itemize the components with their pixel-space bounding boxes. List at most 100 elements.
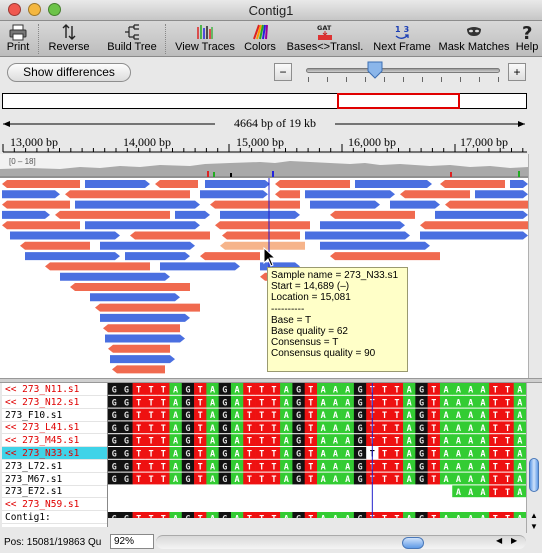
reverse-read-arrow[interactable] xyxy=(445,200,528,209)
contig-overview-bar[interactable] xyxy=(2,93,527,109)
reads-scrollbar[interactable] xyxy=(528,154,542,378)
read-name-item[interactable]: 273_L72.s1 xyxy=(2,460,107,473)
reverse-read-arrow[interactable] xyxy=(400,190,470,199)
reverse-read-arrow[interactable] xyxy=(45,262,150,271)
forward-read-arrow[interactable] xyxy=(125,252,190,261)
mask-matches-button[interactable]: Mask Matches xyxy=(438,21,510,57)
forward-read-arrow[interactable] xyxy=(420,231,528,240)
forward-read-arrow[interactable] xyxy=(355,180,432,188)
reverse-read-arrow[interactable] xyxy=(65,190,190,199)
forward-read-arrow[interactable] xyxy=(85,180,150,188)
forward-read-arrow[interactable] xyxy=(160,262,240,271)
forward-read-arrow[interactable] xyxy=(100,241,195,250)
alignment-horizontal-scrollbar[interactable]: ◀ ▶ xyxy=(156,535,526,549)
reverse-button[interactable]: Reverse xyxy=(44,21,94,57)
colors-button[interactable]: Colors xyxy=(240,21,280,57)
reverse-read-arrow[interactable] xyxy=(330,210,415,219)
overview-visible-region[interactable] xyxy=(337,93,460,109)
reverse-read-arrow[interactable] xyxy=(420,221,528,230)
print-button[interactable]: Print xyxy=(3,21,33,57)
forward-read-arrow[interactable] xyxy=(305,190,395,199)
forward-read-arrow[interactable] xyxy=(60,272,170,281)
read-name-item[interactable]: << 273_N33.s1 xyxy=(2,447,107,460)
close-window-button[interactable] xyxy=(8,3,21,16)
reverse-read-arrow[interactable] xyxy=(210,200,300,209)
reverse-read-arrow[interactable] xyxy=(330,252,440,261)
bases-translation-button[interactable]: GAT Bases<>Transl. xyxy=(286,24,364,53)
scroll-up-arrow-icon[interactable]: ▲ xyxy=(530,511,538,520)
forward-read-arrow[interactable] xyxy=(220,210,300,219)
reverse-read-arrow[interactable] xyxy=(108,344,170,353)
reverse-read-arrow[interactable] xyxy=(440,180,505,188)
read-name-item[interactable]: << 273_N11.s1 xyxy=(2,383,107,396)
forward-read-arrow[interactable] xyxy=(305,231,410,240)
reverse-read-arrow[interactable] xyxy=(155,180,198,188)
reverse-read-arrow[interactable] xyxy=(112,365,165,374)
reverse-read-arrow[interactable] xyxy=(130,231,210,240)
forward-read-arrow[interactable] xyxy=(105,334,185,343)
forward-read-arrow[interactable] xyxy=(390,200,440,209)
scroll-down-arrow-icon[interactable]: ▼ xyxy=(530,522,538,531)
forward-read-arrow[interactable] xyxy=(205,180,270,188)
alignment-vertical-scrollbar[interactable]: ▲ ▼ xyxy=(526,383,542,533)
forward-read-arrow[interactable] xyxy=(25,252,120,261)
read-name-item[interactable]: << 273_N12.s1 xyxy=(2,396,107,409)
zoom-percent-field[interactable]: 92% xyxy=(110,534,154,549)
forward-read-arrow[interactable] xyxy=(100,313,190,322)
minimize-window-button[interactable] xyxy=(28,3,41,16)
sequence-alignment-view[interactable]: GGTTTAGTAGATTTAGTAAAGTTTAGTAAAATTAGGTTTA… xyxy=(108,383,526,518)
consensus-base-cell xyxy=(304,512,318,518)
reverse-read-arrow[interactable] xyxy=(275,180,350,188)
reads-overview-panel[interactable] xyxy=(0,178,528,378)
reverse-read-arrow[interactable] xyxy=(222,231,300,240)
pane-splitter[interactable] xyxy=(0,378,542,383)
forward-read-arrow[interactable] xyxy=(320,241,430,250)
reverse-read-arrow[interactable] xyxy=(2,221,80,230)
forward-read-arrow[interactable] xyxy=(320,221,405,230)
reverse-read-arrow[interactable] xyxy=(20,241,90,250)
read-name-item[interactable]: 273_M67.s1 xyxy=(2,473,107,486)
reverse-read-arrow[interactable] xyxy=(2,180,80,188)
reverse-read-arrow[interactable] xyxy=(215,221,310,230)
scroll-right-arrow-icon[interactable]: ▶ xyxy=(511,536,518,545)
zoom-in-button[interactable]: + xyxy=(508,63,526,81)
build-tree-button[interactable]: Build Tree xyxy=(104,21,160,57)
next-frame-button[interactable]: 1 3 Next Frame xyxy=(373,25,431,53)
vertical-scroll-thumb[interactable] xyxy=(529,458,539,492)
reverse-read-arrow[interactable] xyxy=(220,241,305,250)
read-name-item[interactable]: << 273_L41.s1 xyxy=(2,421,107,435)
show-differences-button[interactable]: Show differences xyxy=(7,63,131,82)
read-name-item[interactable]: 273_F10.s1 xyxy=(2,409,107,422)
zoom-slider-thumb[interactable] xyxy=(367,61,383,79)
reverse-read-arrow[interactable] xyxy=(95,303,200,312)
reverse-read-arrow[interactable] xyxy=(275,190,300,199)
horizontal-scroll-thumb[interactable] xyxy=(402,537,424,549)
forward-read-arrow[interactable] xyxy=(175,210,210,219)
forward-read-arrow[interactable] xyxy=(2,190,60,199)
read-name-item[interactable]: << 273_M45.s1 xyxy=(2,434,107,448)
reverse-read-arrow[interactable] xyxy=(55,210,170,219)
scroll-left-arrow-icon[interactable]: ◀ xyxy=(496,536,503,545)
forward-read-arrow[interactable] xyxy=(110,355,175,364)
forward-read-arrow[interactable] xyxy=(200,190,268,199)
zoom-slider[interactable] xyxy=(306,68,500,73)
forward-read-arrow[interactable] xyxy=(510,180,528,188)
forward-read-arrow[interactable] xyxy=(435,210,528,219)
reverse-read-arrow[interactable] xyxy=(2,200,70,209)
reverse-read-arrow[interactable] xyxy=(200,252,260,261)
reverse-read-arrow[interactable] xyxy=(70,283,190,291)
forward-read-arrow[interactable] xyxy=(2,210,50,219)
zoom-out-button[interactable]: − xyxy=(274,63,292,81)
read-name-item[interactable]: << 273_N59.s1 xyxy=(2,498,107,512)
view-traces-button[interactable]: View Traces xyxy=(172,21,238,57)
forward-read-arrow[interactable] xyxy=(10,231,120,240)
forward-read-arrow[interactable] xyxy=(90,293,180,302)
forward-read-arrow[interactable] xyxy=(310,200,380,209)
read-name-item[interactable]: 273_E72.s1 xyxy=(2,485,107,499)
forward-read-arrow[interactable] xyxy=(85,221,200,230)
reverse-read-arrow[interactable] xyxy=(103,324,180,333)
forward-read-arrow[interactable] xyxy=(475,190,528,199)
forward-read-arrow[interactable] xyxy=(75,200,200,209)
zoom-window-button[interactable] xyxy=(48,3,61,16)
help-button[interactable]: ? Help xyxy=(515,23,539,53)
